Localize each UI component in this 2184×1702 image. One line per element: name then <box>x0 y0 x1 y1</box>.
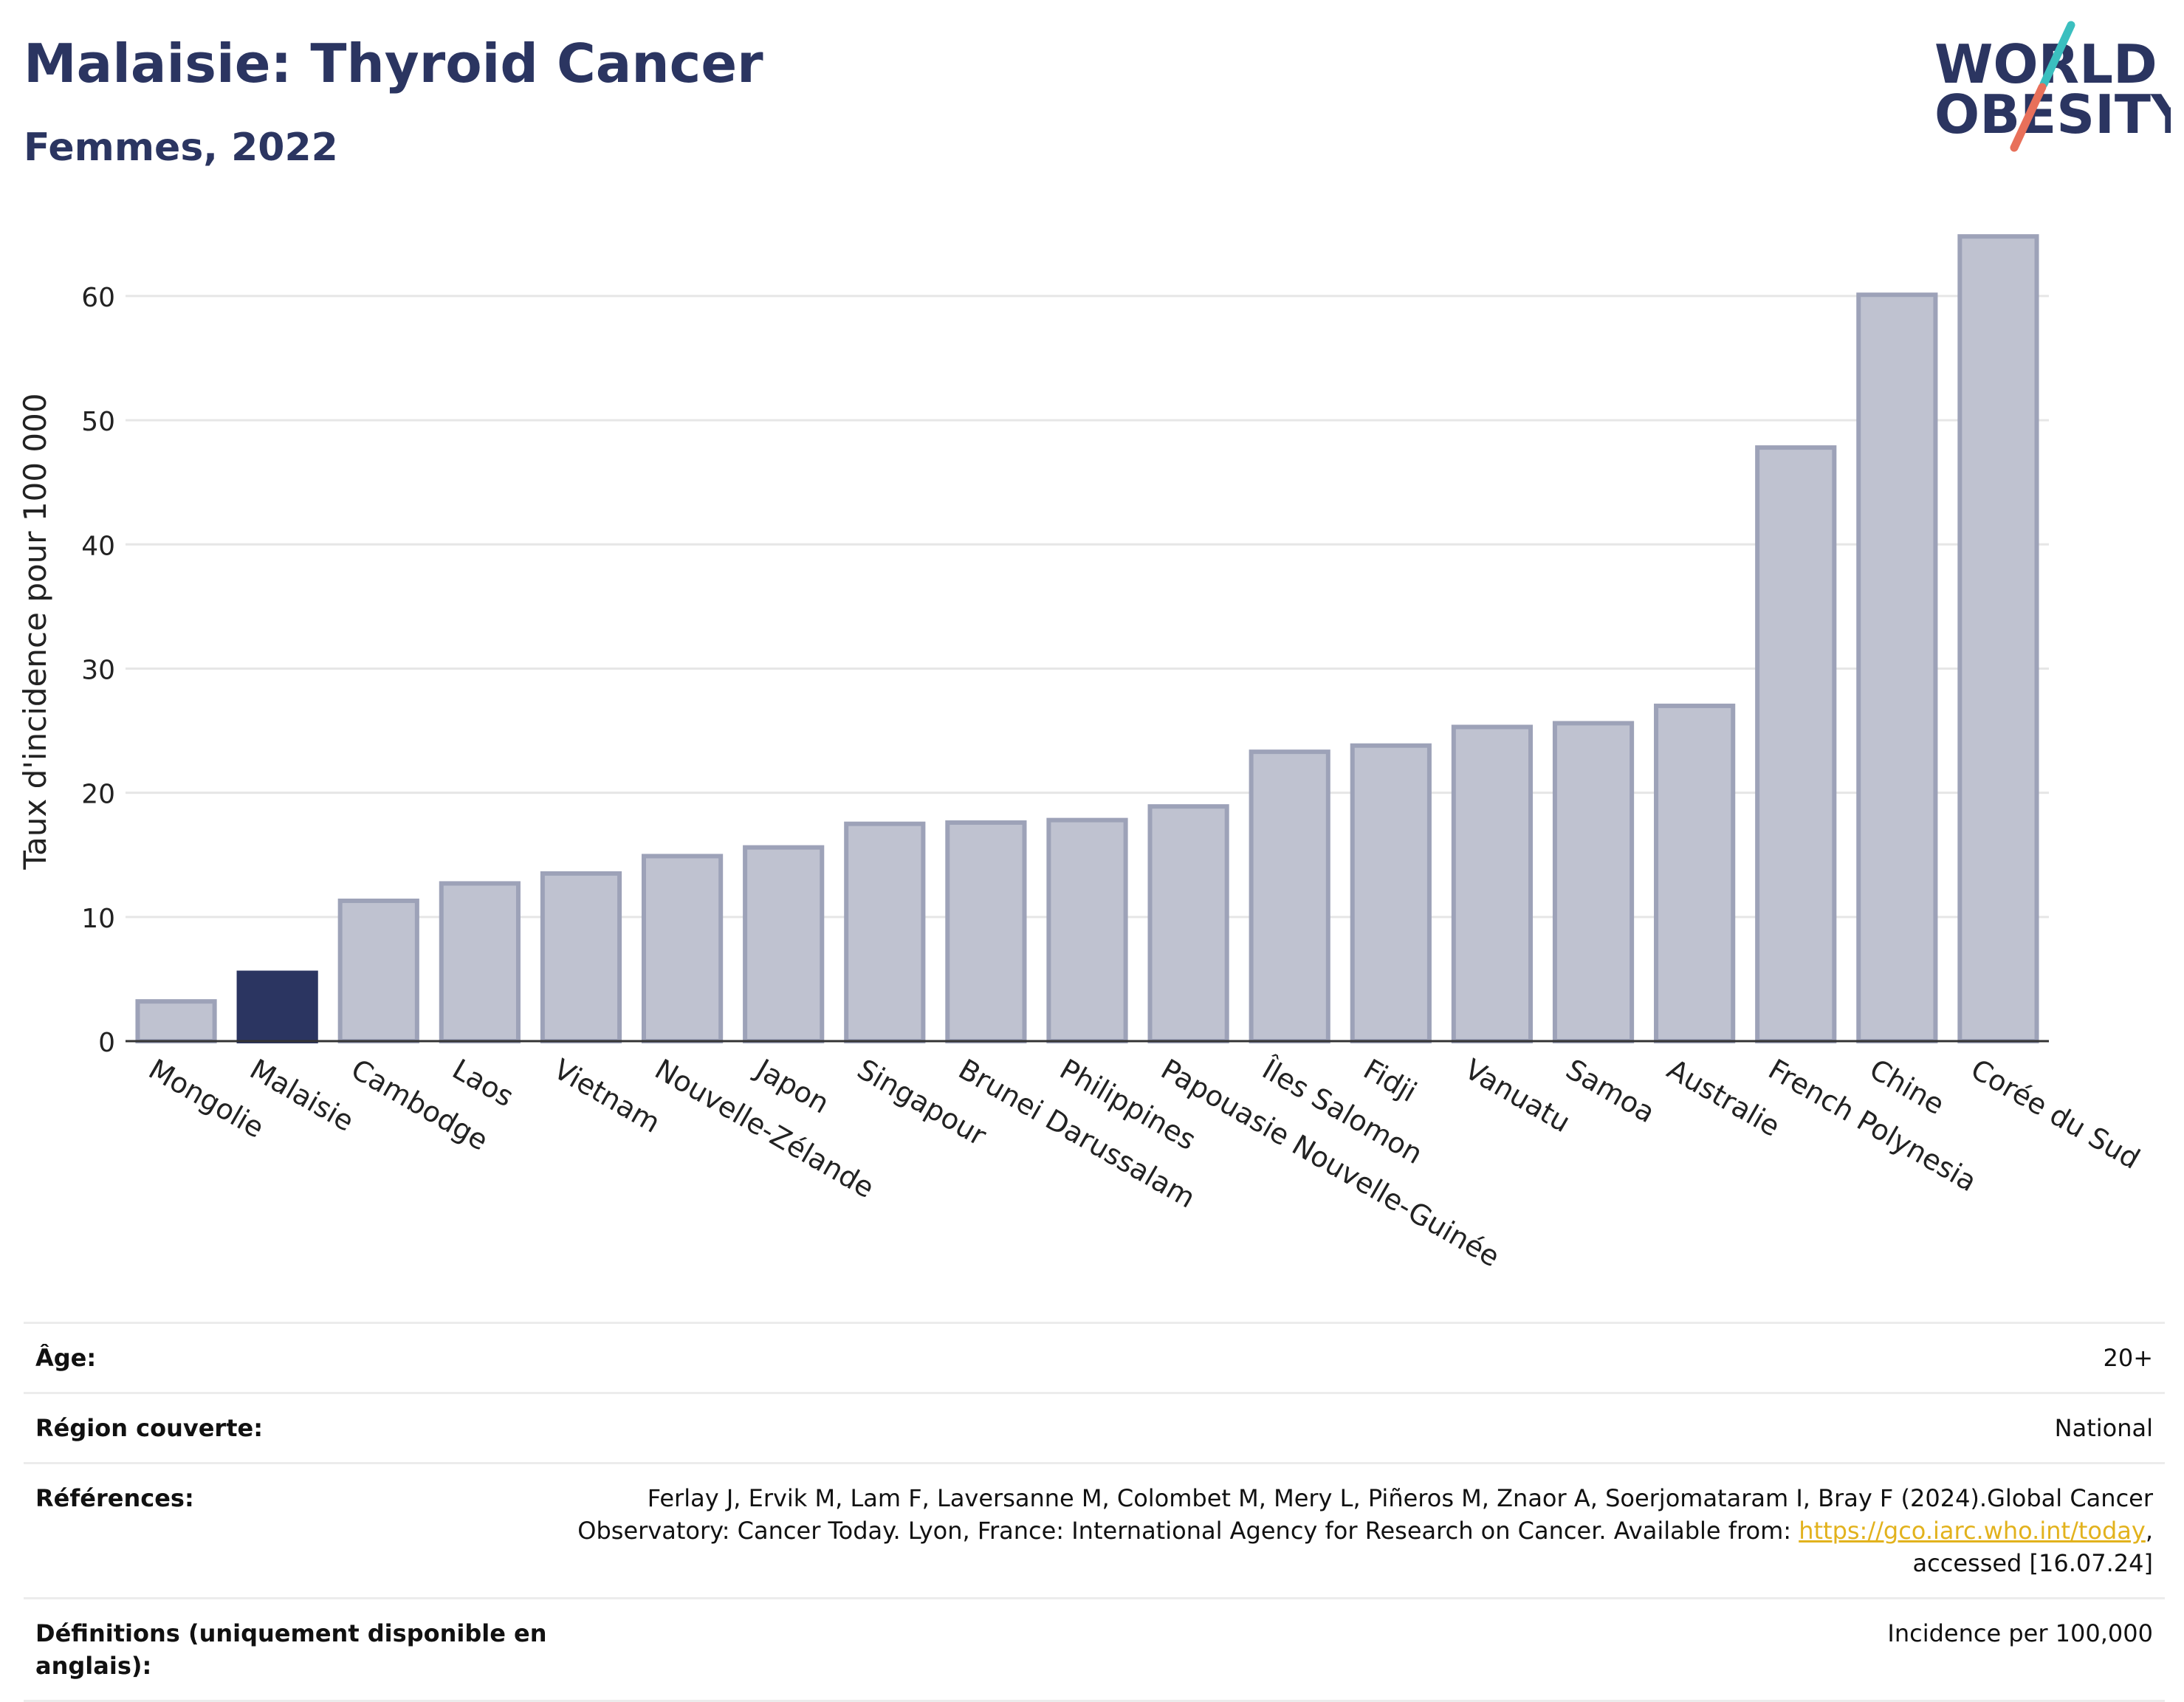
bar-malaisie <box>236 970 318 1043</box>
bar-mongolie <box>135 999 217 1043</box>
x-tick-label: Australie <box>1662 1053 1786 1143</box>
definitions-label: Définitions (uniquement disponible en an… <box>35 1619 547 1680</box>
definitions-value: Incidence per 100,000 <box>1887 1619 2153 1647</box>
x-tick-label: Vietnam <box>548 1053 665 1139</box>
y-axis-label: Taux d'incidence pour 100 000 <box>17 393 53 870</box>
y-tick-label: 0 <box>98 1028 115 1058</box>
bar-cambodge <box>337 898 419 1044</box>
info-row-references: Références: Ferlay J, Ervik M, Lam F, La… <box>24 1462 2165 1597</box>
y-tick-label: 60 <box>81 283 115 313</box>
y-tick-label: 30 <box>81 655 115 685</box>
bar-samoa <box>1552 721 1635 1043</box>
y-axis-ticks: 0 10 20 30 40 50 60 <box>81 283 115 1058</box>
x-tick-label: Corée du Sud <box>1965 1053 2146 1176</box>
logo-slash-teal <box>2039 21 2075 89</box>
references-line-1: Ferlay J, Ervik M, Lam F, Laversanne M, … <box>647 1484 2153 1512</box>
references-line-2-end: , <box>2145 1517 2153 1545</box>
bar-îles-salomon <box>1249 749 1330 1043</box>
chart-title: Malaisie: Thyroid Cancer <box>24 32 763 95</box>
references-link[interactable]: https://gco.iarc.who.int/today <box>1799 1517 2146 1545</box>
bar-japon <box>743 845 825 1043</box>
references-line-3: accessed [16.07.24] <box>1912 1549 2153 1577</box>
y-tick-label: 40 <box>81 531 115 561</box>
world-obesity-logo: WORLD OBESITY <box>1934 21 2171 152</box>
y-tick-label: 20 <box>81 780 115 810</box>
bar-chine <box>1856 292 1938 1043</box>
info-row-region: Région couverte: National <box>24 1392 2165 1462</box>
bars <box>135 234 2039 1044</box>
x-tick-label: Laos <box>447 1053 519 1113</box>
y-tick-label: 10 <box>81 904 115 934</box>
bar-laos <box>439 881 521 1043</box>
info-table: Âge: 20+ Région couverte: National Référ… <box>24 1322 2165 1702</box>
logo-text-obesity: OBESITY <box>1934 83 2171 145</box>
age-label: Âge: <box>35 1344 97 1372</box>
age-value: 20+ <box>2103 1344 2153 1372</box>
bar-philippines <box>1046 817 1128 1043</box>
x-tick-label: Fidji <box>1358 1053 1422 1109</box>
bar-brunei-darussalam <box>945 820 1027 1043</box>
region-label: Région couverte: <box>35 1414 263 1442</box>
info-row-definitions: Définitions (uniquement disponible en an… <box>24 1597 2165 1702</box>
bar-corée-du-sud <box>1957 234 2039 1044</box>
x-tick-label: Mongolie <box>143 1053 269 1145</box>
bar-singapour <box>844 821 926 1043</box>
chart-subtitle: Femmes, 2022 <box>24 126 338 170</box>
bar-papouasie-nouvelle-guinée <box>1147 804 1229 1043</box>
bar-fidji <box>1350 743 1432 1044</box>
y-tick-label: 50 <box>81 407 115 437</box>
bar-nouvelle-zélande <box>641 854 724 1043</box>
logo-slash-coral <box>2010 83 2047 152</box>
region-value: National <box>2054 1414 2153 1442</box>
x-tick-label: Samoa <box>1561 1053 1661 1130</box>
info-row-age: Âge: 20+ <box>24 1322 2165 1392</box>
bar-vanuatu <box>1451 724 1534 1043</box>
bar-french-polynesia <box>1755 445 1837 1043</box>
bar-australie <box>1654 703 1736 1044</box>
references-value: Ferlay J, Ervik M, Lam F, Laversanne M, … <box>577 1482 2153 1579</box>
references-line-2: Observatory: Cancer Today. Lyon, France:… <box>577 1517 1799 1545</box>
references-label: Références: <box>35 1484 194 1512</box>
bar-vietnam <box>540 871 622 1044</box>
x-tick-label: Vanuatu <box>1459 1053 1576 1139</box>
